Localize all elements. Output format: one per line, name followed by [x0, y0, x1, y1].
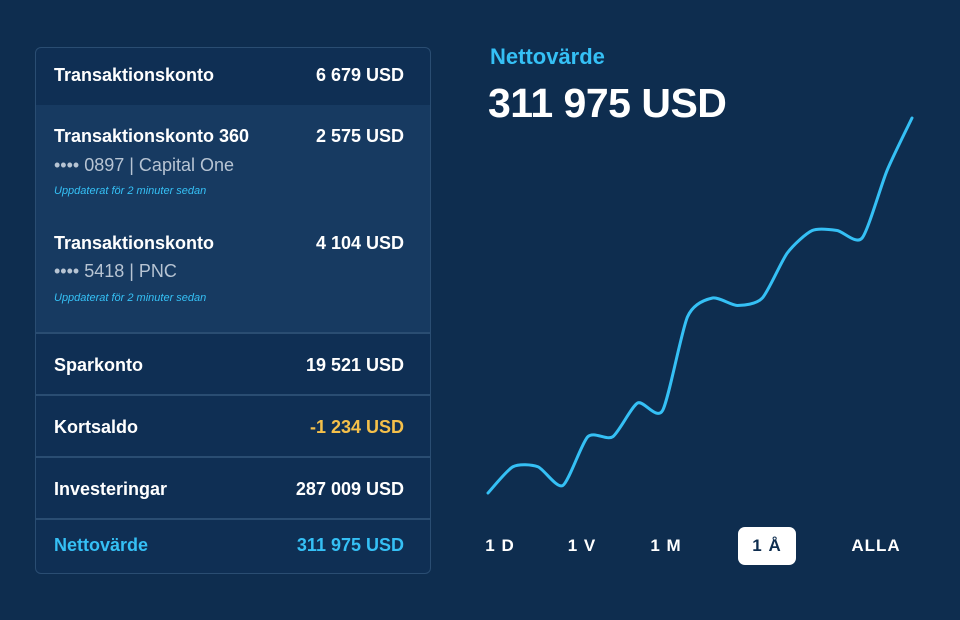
- account-title: Transaktionskonto 360: [54, 126, 250, 146]
- account-row-kortsaldo[interactable]: Kortsaldo -1 234 USD: [36, 417, 430, 438]
- networth-chart: [486, 116, 914, 495]
- account-amount: 4 104 USD: [315, 233, 404, 253]
- account-title: Sparkonto: [54, 355, 144, 375]
- account-title: Investeringar: [54, 479, 168, 499]
- range-button-1å[interactable]: 1 Å: [738, 527, 796, 565]
- account-amount: 287 009 USD: [295, 479, 404, 499]
- account-number-bank: •••• 5418 | PNC: [54, 261, 177, 281]
- account-title: Transaktionskonto: [54, 65, 215, 85]
- range-button-alla[interactable]: ALLA: [851, 536, 901, 555]
- divider: [36, 394, 430, 396]
- range-button-1v[interactable]: 1 V: [567, 536, 597, 555]
- account-amount: 19 521 USD: [305, 355, 404, 375]
- divider: [36, 332, 430, 334]
- account-amount-negative: -1 234 USD: [309, 417, 404, 437]
- divider: [36, 456, 430, 458]
- networth-value: 311 975 USD: [488, 80, 727, 126]
- updated-status: Uppdaterat för 2 minuter sedan: [54, 185, 207, 197]
- networth-label: Nettovärde: [490, 44, 605, 69]
- divider: [36, 518, 430, 520]
- account-row-investeringar[interactable]: Investeringar 287 009 USD: [36, 479, 430, 500]
- expanded-group: [36, 105, 430, 332]
- account-number-bank: •••• 0897 | Capital One: [54, 155, 234, 175]
- networth-series-line: [486, 116, 914, 495]
- account-amount: 2 575 USD: [315, 126, 404, 146]
- accounts-panel: Transaktionskonto 6 679 USD Transaktions…: [35, 47, 431, 574]
- account-title: Transaktionskonto: [54, 233, 215, 253]
- updated-status: Uppdaterat för 2 minuter sedan: [54, 292, 207, 304]
- networth-total-amount: 311 975 USD: [296, 535, 404, 555]
- account-title: Kortsaldo: [54, 417, 139, 437]
- account-row-transaktionskonto[interactable]: Transaktionskonto 6 679 USD: [36, 65, 430, 86]
- account-row-sparkonto[interactable]: Sparkonto 19 521 USD: [36, 355, 430, 376]
- account-row-transaktionskonto-pnc[interactable]: Transaktionskonto 4 104 USD: [36, 233, 430, 254]
- account-row-transaktionskonto-360[interactable]: Transaktionskonto 360 2 575 USD: [36, 126, 430, 147]
- account-amount: 6 679 USD: [315, 65, 404, 85]
- networth-total-row: Nettovärde 311 975 USD: [36, 535, 430, 556]
- range-button-1d[interactable]: 1 D: [485, 536, 515, 555]
- networth-total-label: Nettovärde: [54, 535, 149, 555]
- range-button-1m[interactable]: 1 M: [650, 536, 682, 555]
